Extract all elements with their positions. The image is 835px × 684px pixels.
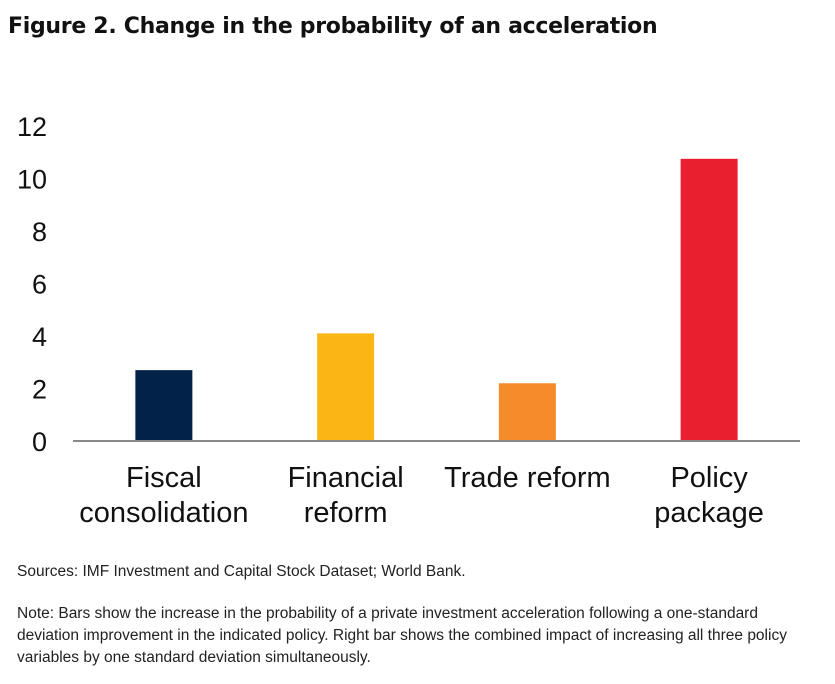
bar-financial-reform [317,333,375,441]
note-text: Note: Bars show the increase in the prob… [17,605,787,666]
y-tick-label: 0 [32,427,47,457]
y-axis: 0 2 4 6 8 10 12 [17,112,47,457]
sources-text: Sources: IMF Investment and Capital Stoc… [17,563,466,580]
bar-policy-package [680,158,738,441]
y-tick-label: 2 [32,375,47,405]
bar-trade-reform [498,383,556,441]
x-tick-label: Fiscal consolidation [79,462,248,529]
y-tick-label: 6 [32,270,47,300]
x-axis-labels: Fiscal consolidation Financial reform Trade … [79,462,764,529]
x-tick-label: Financial reform [288,462,404,529]
y-tick-label: 12 [17,112,47,142]
bar-fiscal-consolidation [135,370,193,441]
x-tick-label: Policy package [654,462,764,529]
y-tick-label: 8 [32,217,47,247]
bars [135,158,738,441]
bar-chart: 0 2 4 6 8 10 12 Fiscal consolidation Financial re… [17,112,800,529]
y-tick-label: 10 [17,165,47,195]
x-tick-label: Trade reform [444,462,611,494]
chart-title: Figure 2. Change in the probability of a… [8,14,658,39]
y-tick-label: 4 [32,322,47,352]
